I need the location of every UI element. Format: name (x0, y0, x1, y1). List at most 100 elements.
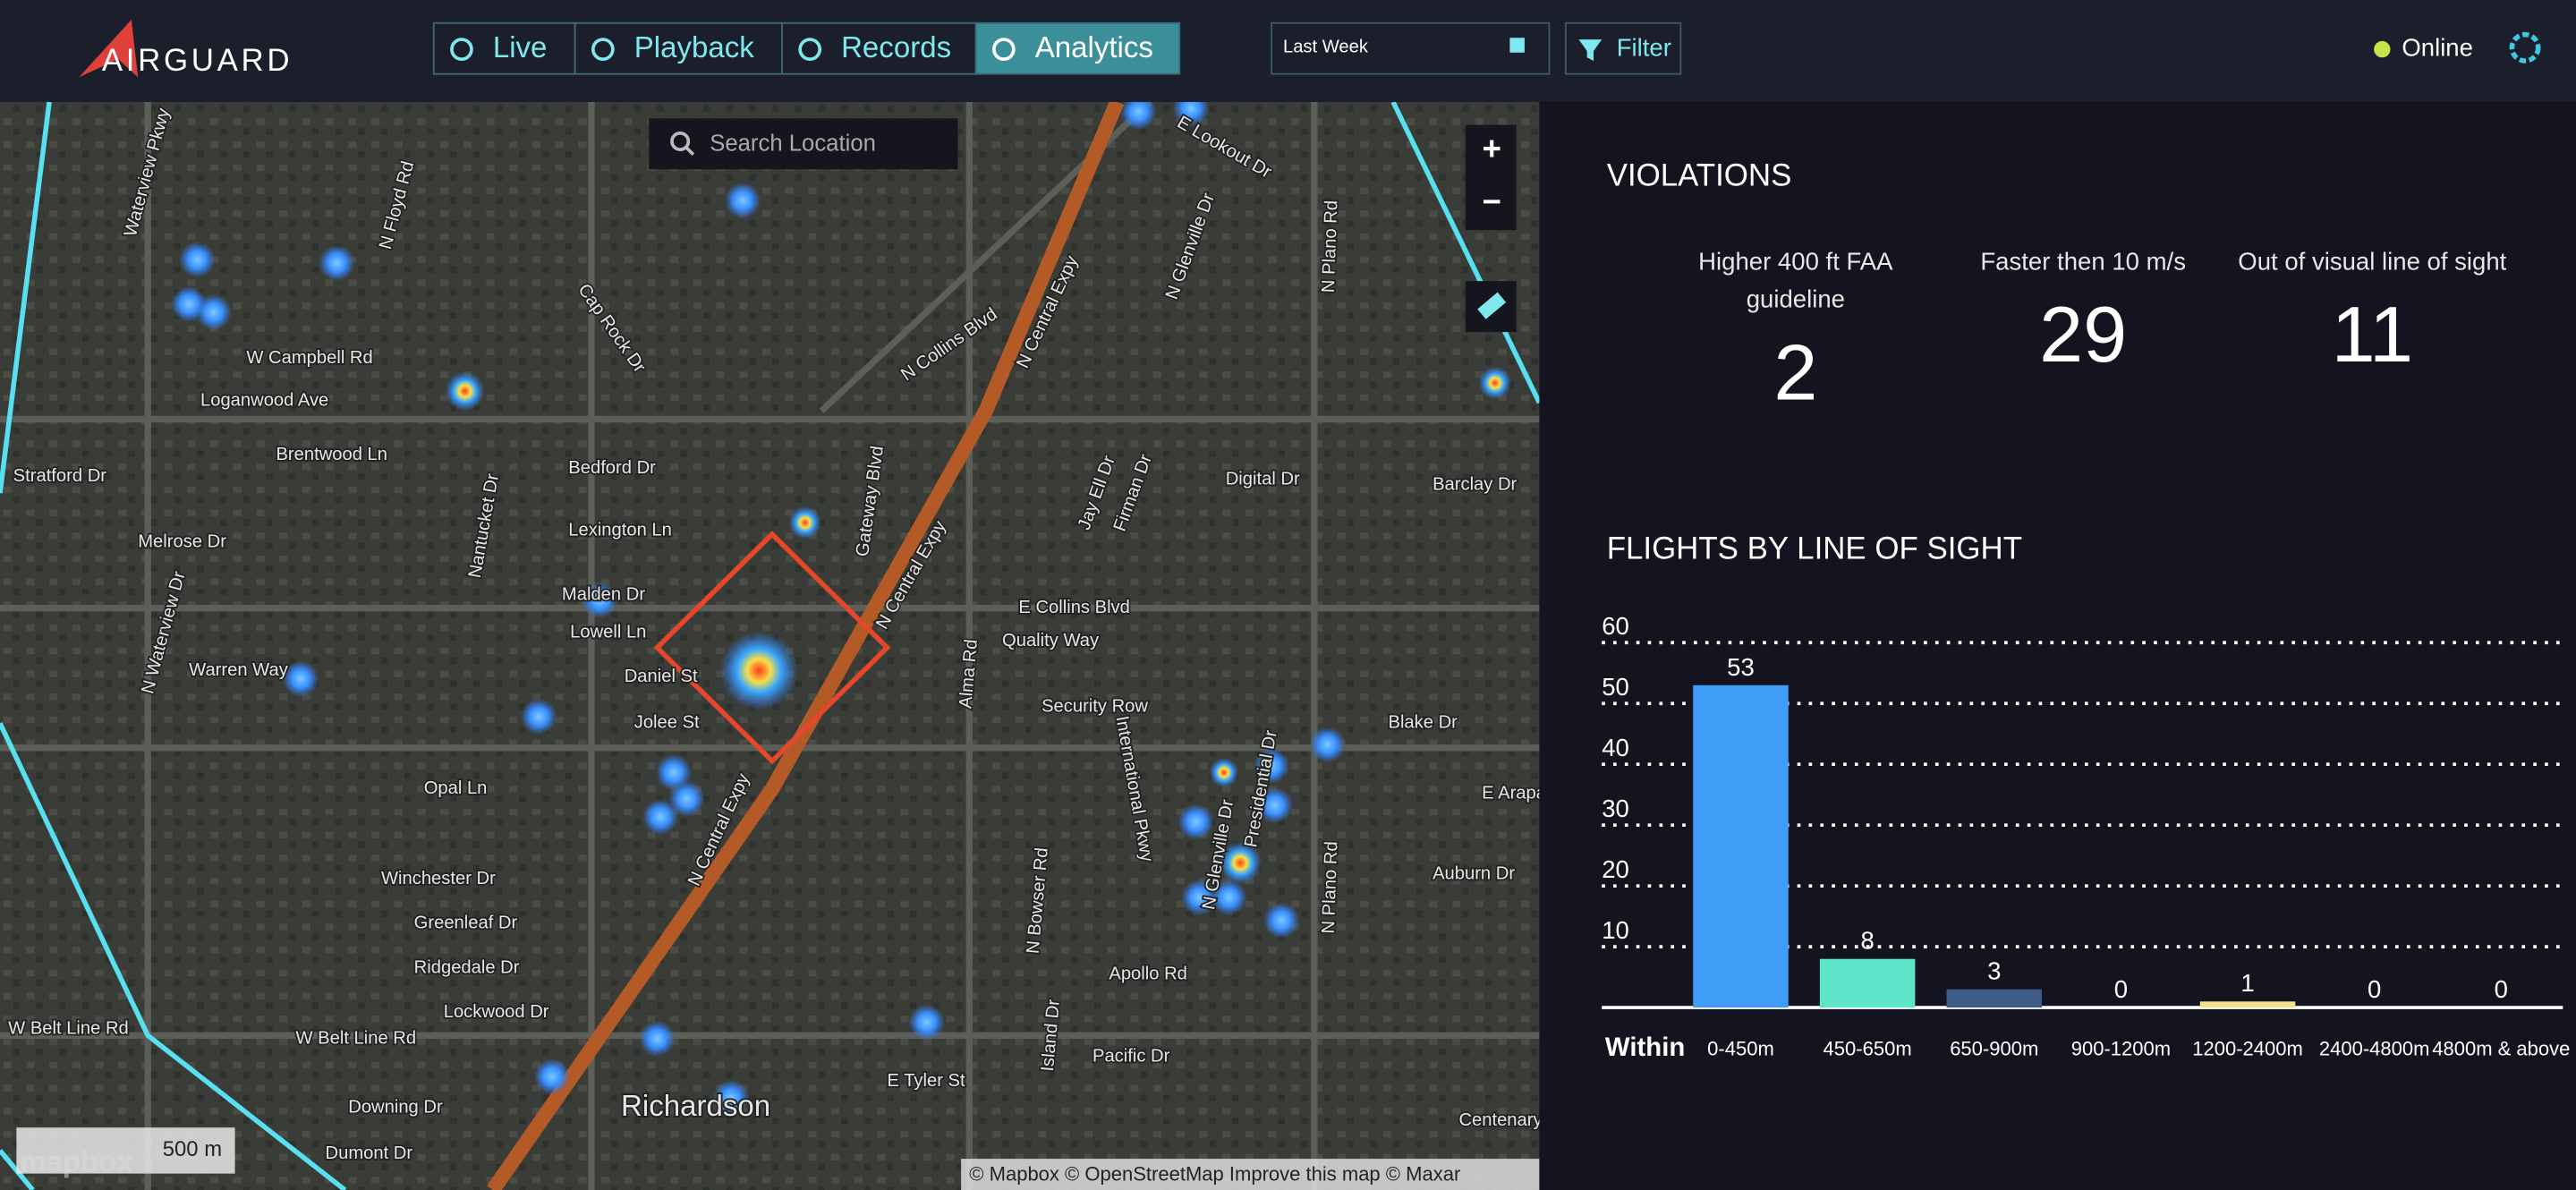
y-tick-label: 50 (1602, 673, 1629, 701)
tab-label: Playback (634, 31, 755, 64)
map-label: Auburn Dr (1433, 864, 1515, 884)
violation-label: Higher 400 ft FAA guideline (1698, 248, 1893, 314)
mapbox-logo: mapbox (20, 1145, 133, 1178)
scale-label: 500 m (163, 1137, 222, 1161)
tab[interactable] (432, 21, 576, 75)
tab[interactable] (974, 21, 1181, 75)
violation: Higher 400 ft FAA guideline 2 (1648, 243, 1943, 457)
map-label: Dumont Dr (326, 1143, 413, 1163)
map-label: Stratford Dr (13, 466, 107, 486)
heat-spot (719, 631, 799, 710)
bar (1819, 958, 1916, 1008)
map-label: Security Row (1041, 696, 1148, 716)
heatmap (170, 90, 1512, 1117)
filter-button[interactable] (1564, 21, 1682, 75)
violation: Out of visual line of sight 11 (2208, 243, 2537, 457)
heat-spot (533, 1058, 571, 1095)
heat-spot (642, 798, 679, 836)
highway (487, 98, 1125, 1190)
map[interactable]: W Campbell Rd Loganwood Ave Brentwood Ln St… (0, 90, 1568, 1190)
map-label: W Belt Line Rd (295, 1028, 416, 1048)
heat-spot (712, 1079, 750, 1117)
x-tick-label: 4800m & above (2432, 1038, 2570, 1060)
calendar-icon (1509, 38, 1525, 53)
settings-icon[interactable] (2509, 31, 2541, 64)
heat-spot (179, 242, 216, 278)
tab-label: Records (841, 31, 951, 64)
value-label: 53 (1727, 653, 1755, 681)
violations-title: VIOLATIONS (1607, 158, 1792, 193)
heat-spot (1478, 366, 1512, 400)
heat-spot (724, 182, 761, 219)
zoom-out[interactable]: − (1482, 183, 1501, 219)
tab[interactable] (781, 21, 977, 75)
map-label: Bedford Dr (568, 458, 656, 478)
map-label: Downing Dr (348, 1097, 443, 1117)
map-label: N Plano Rd (1319, 841, 1342, 934)
date-range: Last Week (1283, 38, 1369, 57)
violation-card: Faster then 10 m/s 29 (1980, 248, 2186, 380)
chart: 1020304050600-450m53450-650m8650-900m390… (1602, 612, 2570, 1060)
value-label: 8 (1860, 927, 1874, 955)
attribution[interactable]: © Mapbox © OpenStreetMap Improve this ma… (969, 1162, 1460, 1185)
map-label: Jolee St (634, 713, 700, 733)
heat-spot (788, 506, 822, 540)
roads (0, 99, 1540, 1190)
tab-label: Analytics (1035, 31, 1153, 64)
tab-icon (992, 38, 1016, 61)
map-label: Brentwood Ln (276, 445, 387, 464)
map-label: Loganwood Ave (200, 391, 328, 411)
bar (1946, 989, 2043, 1008)
status: Online (2402, 33, 2473, 61)
map-label: Apollo Rd (1109, 965, 1187, 984)
filter-label: Filter (1617, 33, 1671, 61)
map-label: Alma Rd (956, 639, 982, 710)
map-label: Lowell Ln (570, 623, 646, 642)
brand: AIRGUARD (102, 43, 293, 78)
tab-icon (450, 38, 473, 61)
map-label: Lockwood Dr (444, 1002, 549, 1022)
search-box[interactable] (649, 118, 958, 170)
heat-spot (195, 293, 232, 331)
map-label: Blake Dr (1389, 713, 1458, 733)
heat-spot (639, 1020, 676, 1058)
map-label: Malden Dr (562, 584, 645, 604)
heat-spot (1177, 803, 1214, 840)
map-label: Daniel St (625, 667, 698, 686)
zoom-in[interactable]: + (1482, 131, 1501, 167)
heat-spot (1256, 786, 1294, 824)
y-tick-label: 20 (1602, 855, 1629, 883)
tab-icon (798, 38, 822, 61)
heat-spot (319, 244, 355, 282)
ruler-icon (1477, 292, 1507, 319)
map-label: E Collins Blvd (1018, 598, 1130, 617)
search-placeholder: Search Location (710, 131, 876, 156)
value-label: 3 (1987, 957, 2001, 985)
x-tick-label: 650-900m (1950, 1038, 2038, 1060)
geofence (653, 531, 891, 765)
heat-spot (1120, 93, 1157, 131)
value-label: 0 (2495, 975, 2508, 1003)
map-label: Pacific Dr (1092, 1047, 1170, 1067)
value-label: 0 (2368, 975, 2381, 1003)
date-picker[interactable] (1271, 21, 1551, 75)
heat-spot (908, 1004, 945, 1041)
search-icon (670, 131, 691, 152)
search-icon (685, 147, 695, 156)
map-label: Warren Way (189, 660, 289, 680)
map-label: Centenary (1458, 1110, 1543, 1130)
x-tick-label: 2400-4800m (2319, 1038, 2430, 1060)
map-label: Quality Way (1002, 631, 1100, 650)
heat-spot (282, 660, 319, 697)
map-label: Barclay Dr (1433, 474, 1517, 494)
tabs: Live Playback Records Analytics (432, 21, 1181, 75)
bar (1693, 684, 1789, 1008)
map-label: W Campbell Rd (246, 348, 372, 368)
heat-spot (1209, 757, 1239, 787)
tab-icon (591, 38, 615, 61)
map-label: E Tyler St (887, 1071, 965, 1091)
heat-spot (1181, 879, 1218, 916)
heat-spot (1219, 841, 1262, 885)
violation-value: 29 (2039, 292, 2128, 380)
